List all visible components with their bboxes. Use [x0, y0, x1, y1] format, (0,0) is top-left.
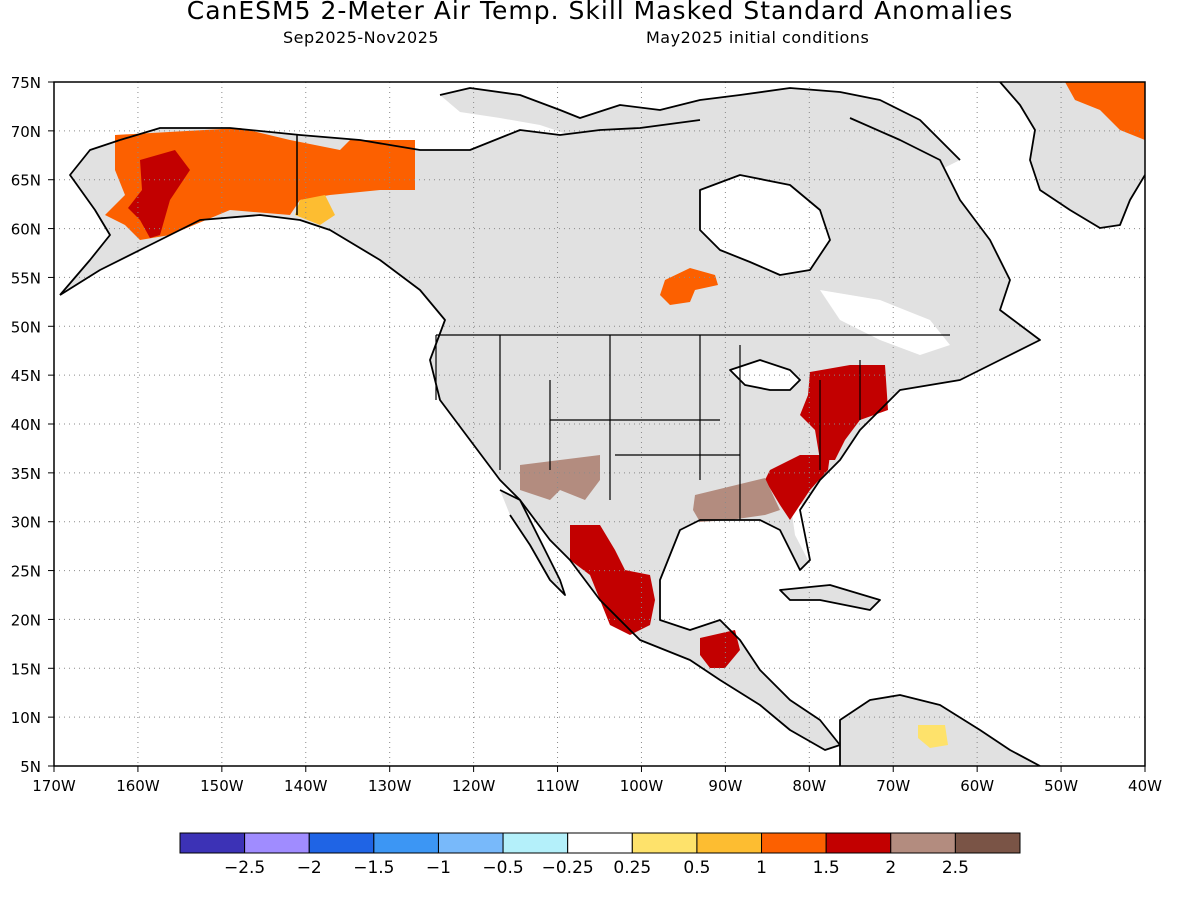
colorbar-label: −1.5	[353, 858, 394, 878]
lon-label: 60W	[960, 777, 994, 795]
anomaly-us-southeast	[765, 455, 830, 520]
colorbar-swatch	[502, 832, 569, 854]
lat-label: 25N	[11, 563, 41, 581]
anomaly-yukon-small	[295, 195, 335, 225]
colorbar-label: 0.5	[683, 858, 710, 878]
anomaly-venezuela	[918, 725, 948, 748]
colorbar-label: −0.25	[542, 858, 594, 878]
anomaly-patches	[105, 82, 1145, 748]
map-title: CanESM5 2-Meter Air Temp. Skill Masked S…	[186, 0, 1014, 25]
colorbar-label: 2	[885, 858, 896, 878]
longitude-labels: 170W 160W 150W 140W 130W 120W 110W 100W 90W 80W 70…	[32, 766, 1162, 795]
colorbar-label: −1	[426, 858, 451, 878]
colorbar-label: 1	[756, 858, 767, 878]
colorbar-swatch	[825, 832, 892, 854]
lat-label: 75N	[11, 74, 41, 92]
anomaly-us-gulf-coast	[693, 478, 780, 522]
lat-label: 45N	[11, 367, 41, 385]
lat-label: 15N	[11, 660, 41, 678]
colorbar-label: 2.5	[942, 858, 969, 878]
lon-label: 90W	[708, 777, 742, 795]
lon-label: 130W	[368, 777, 412, 795]
colorbar-swatch	[567, 832, 633, 854]
lat-label: 65N	[11, 172, 41, 190]
colorbar-swatch	[308, 832, 375, 854]
lat-label: 60N	[11, 221, 41, 239]
anomaly-greenland	[1065, 82, 1145, 140]
lon-label: 40W	[1128, 777, 1162, 795]
anomaly-us-northeast	[800, 365, 888, 460]
colorbar-swatch	[954, 832, 1021, 854]
lat-label: 10N	[11, 709, 41, 727]
lon-label: 160W	[116, 777, 160, 795]
lon-label: 150W	[200, 777, 244, 795]
lon-label: 70W	[876, 777, 910, 795]
colorbar-label: −2	[297, 858, 322, 878]
lon-label: 140W	[284, 777, 328, 795]
colorbar-label: −0.5	[482, 858, 523, 878]
unmasked-area-florida	[790, 500, 820, 560]
anomaly-western-alaska-core	[128, 150, 190, 238]
lat-label: 30N	[11, 514, 41, 532]
lat-label: 40N	[11, 416, 41, 434]
lat-label: 55N	[11, 269, 41, 287]
colorbar-swatch	[631, 832, 698, 854]
colorbar-swatch	[244, 832, 310, 854]
coastlines-and-borders	[59, 82, 1145, 766]
initial-conditions: May2025 initial conditions	[646, 28, 870, 47]
anomaly-northern-mexico	[570, 525, 655, 635]
lon-label: 120W	[452, 777, 496, 795]
colorbar-swatch	[179, 832, 246, 854]
colorbar-label: 0.25	[613, 858, 651, 878]
lat-label: 35N	[11, 465, 41, 483]
lat-label: 70N	[11, 123, 41, 141]
unmasked-area-canada-east	[820, 290, 950, 355]
forecast-period: Sep2025-Nov2025	[283, 28, 440, 47]
latitude-labels: 75N 70N 65N 60N 55N 50N 45N 40N 35N 30N 25N 20N 15N 1…	[11, 74, 54, 776]
hudson-bay	[700, 175, 830, 275]
colorbar-swatch	[437, 832, 504, 854]
colorbar-label: 1.5	[813, 858, 840, 878]
colorbar-label: −2.5	[224, 858, 265, 878]
colorbar-swatch	[761, 832, 827, 854]
anomaly-us-southwest	[520, 455, 600, 500]
lat-label: 50N	[11, 318, 41, 336]
lat-label: 20N	[11, 611, 41, 629]
colorbar-swatch	[373, 832, 439, 854]
lon-label: 50W	[1044, 777, 1078, 795]
lon-label: 80W	[792, 777, 826, 795]
lon-label: 110W	[536, 777, 580, 795]
lat-label: 5N	[20, 758, 41, 776]
anomaly-yucatan	[700, 630, 740, 668]
colorbar: −2.5 −2 −1.5 −1 −0.5 −0.25 0.25 0.5 1 1.5 2 2.5	[179, 832, 1021, 878]
colorbar-swatch	[890, 832, 956, 854]
colorbar-swatch	[696, 832, 763, 854]
lon-label: 170W	[32, 777, 76, 795]
anomaly-alaska	[105, 128, 415, 240]
lon-label: 100W	[620, 777, 664, 795]
